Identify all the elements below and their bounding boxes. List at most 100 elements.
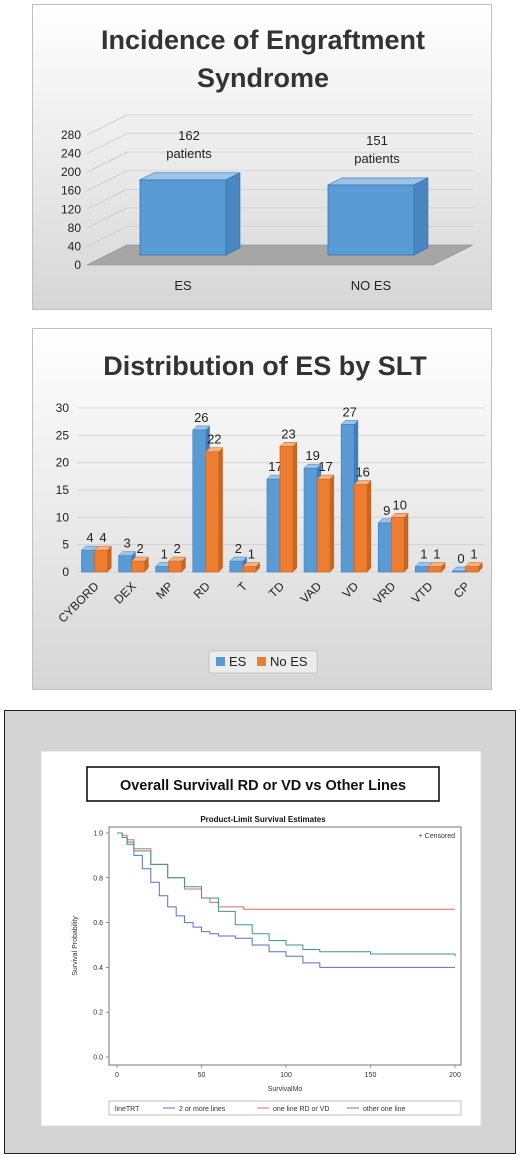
bar-es-rd (192, 429, 207, 573)
legend-label: one line RD or VD (273, 1106, 329, 1113)
data-label-value: 162 (178, 128, 200, 143)
bar-side-face (255, 562, 260, 572)
legend-title: lineTRT (115, 1106, 140, 1113)
bar-no-es-cp (465, 566, 479, 573)
y-tick-label: 0 (62, 565, 69, 579)
chart-title-line-1: Incidence of Engraftment (101, 25, 425, 55)
bar-top-face (118, 551, 137, 556)
bar-value-label: 1 (248, 547, 255, 562)
figure-background (40, 750, 482, 1127)
bar-top-face (229, 556, 248, 562)
bar-no-es-td (279, 445, 294, 573)
survival-svg: Overall Survivall RD or VD vs Other Line… (40, 750, 482, 1127)
bar-top-face (279, 442, 298, 447)
x-category-label: NO ES (351, 278, 392, 293)
bar-value-label: 2 (235, 541, 242, 556)
bar-no-es-t (242, 566, 257, 573)
x-category-label: VRD (371, 579, 399, 607)
legend-swatch-es (216, 657, 225, 666)
bar-value-label: 9 (383, 503, 390, 518)
x-category-label: CP (451, 579, 473, 601)
figure-heading: Overall Survivall RD or VD vs Other Line… (120, 778, 406, 794)
bar-side-face (367, 480, 372, 572)
x-tick-label: 200 (449, 1072, 461, 1079)
x-axis-label: SurvivalMo (268, 1086, 303, 1093)
bar-es-dex (118, 555, 132, 573)
bar-value-label: 1 (161, 547, 168, 562)
bar-side-face (413, 177, 429, 256)
engraftment-incidence-svg: Incidence of Engraftment Syndrome 0 40 80 120… (61, 25, 474, 293)
bar-no-es-dex (131, 560, 145, 573)
bar-no-es-vad (316, 478, 331, 573)
y-tick-label: 160 (61, 184, 81, 198)
bar-value-label: 10 (393, 497, 407, 512)
bar-es-cybord (81, 549, 95, 573)
bar-value-label: 1 (470, 547, 477, 562)
bar-top-face (327, 177, 429, 186)
bar-es-vtd (415, 566, 429, 573)
bar-top-face (168, 556, 187, 562)
x-category-label: ES (174, 278, 192, 293)
bar-value-label: 0 (457, 551, 464, 566)
x-category-label: RD (191, 579, 213, 601)
legend-label: 2 or more lines (179, 1106, 226, 1113)
data-label-value: 151 (366, 133, 388, 148)
chart-title-line-2: Syndrome (197, 63, 329, 93)
x-category-label: TD (266, 579, 287, 600)
bar-no-es-rd (205, 451, 220, 573)
bar-no-es-cybord (94, 549, 108, 573)
data-label-unit: patients (354, 151, 400, 166)
bar-no-es-mp (168, 560, 183, 573)
legend-swatch-no-es (257, 657, 266, 666)
data-label-unit: patients (166, 146, 212, 161)
bar-side-face (441, 562, 446, 572)
legend-label: other one line (363, 1106, 406, 1113)
bar-es-mp (155, 566, 170, 573)
y-axis-label: Survival Probability (72, 916, 79, 976)
bar-value-label: 22 (207, 432, 221, 447)
y-tick-label: 240 (61, 147, 81, 161)
gridline-depth (86, 114, 128, 136)
curve-legend-box (108, 1100, 462, 1116)
bar-top-face (427, 562, 446, 567)
x-tick-label: 150 (365, 1072, 377, 1079)
bar-value-label: 4 (99, 530, 106, 545)
y-tick-label: 80 (68, 221, 82, 235)
bar-side-face (144, 557, 149, 572)
bar-value-label: 23 (281, 426, 295, 441)
bar-value-label: 19 (305, 448, 319, 463)
bar-no-es-vd (353, 484, 368, 573)
y-tick-label: 0.8 (93, 875, 103, 882)
y-tick-label: 40 (68, 239, 82, 253)
bar-value-label: 27 (342, 404, 356, 419)
bar-es-td (266, 478, 281, 573)
bar-top-face (242, 562, 261, 567)
bar-side-face (107, 546, 112, 572)
bar-side-face (181, 557, 186, 572)
es-by-slt-chart: Distribution of ES by SLT 0 5 10 15 20 25 30 4 4 C… (32, 328, 492, 690)
y-tick-label: 0 (74, 258, 81, 272)
y-tick-label: 10 (56, 510, 70, 524)
bar-es-vrd (377, 522, 392, 573)
gridline-depth (86, 188, 128, 210)
y-tick-label: 120 (61, 202, 81, 216)
bar-value-label: 17 (318, 459, 332, 474)
gridline-depth (86, 170, 128, 192)
heading-box (86, 766, 440, 802)
bar-side-face (218, 447, 223, 572)
x-category-label: VAD (297, 579, 324, 606)
x-category-label: CYBORD (55, 579, 101, 625)
y-tick-label: 1.0 (93, 831, 103, 838)
bar-side-face (225, 172, 241, 256)
y-tick-label: 5 (62, 538, 69, 552)
y-tick-label: 0.4 (93, 965, 103, 972)
y-tick-label: 0.2 (93, 1010, 103, 1017)
y-tick-label: 0.6 (93, 920, 103, 927)
y-tick-label: 30 (56, 401, 70, 415)
y-tick-label: 25 (56, 428, 70, 442)
gridline-depth (86, 226, 128, 247)
bar-no-es-vrd (390, 516, 405, 573)
x-category-label: T (235, 579, 251, 595)
x-tick-label: 50 (198, 1072, 206, 1079)
